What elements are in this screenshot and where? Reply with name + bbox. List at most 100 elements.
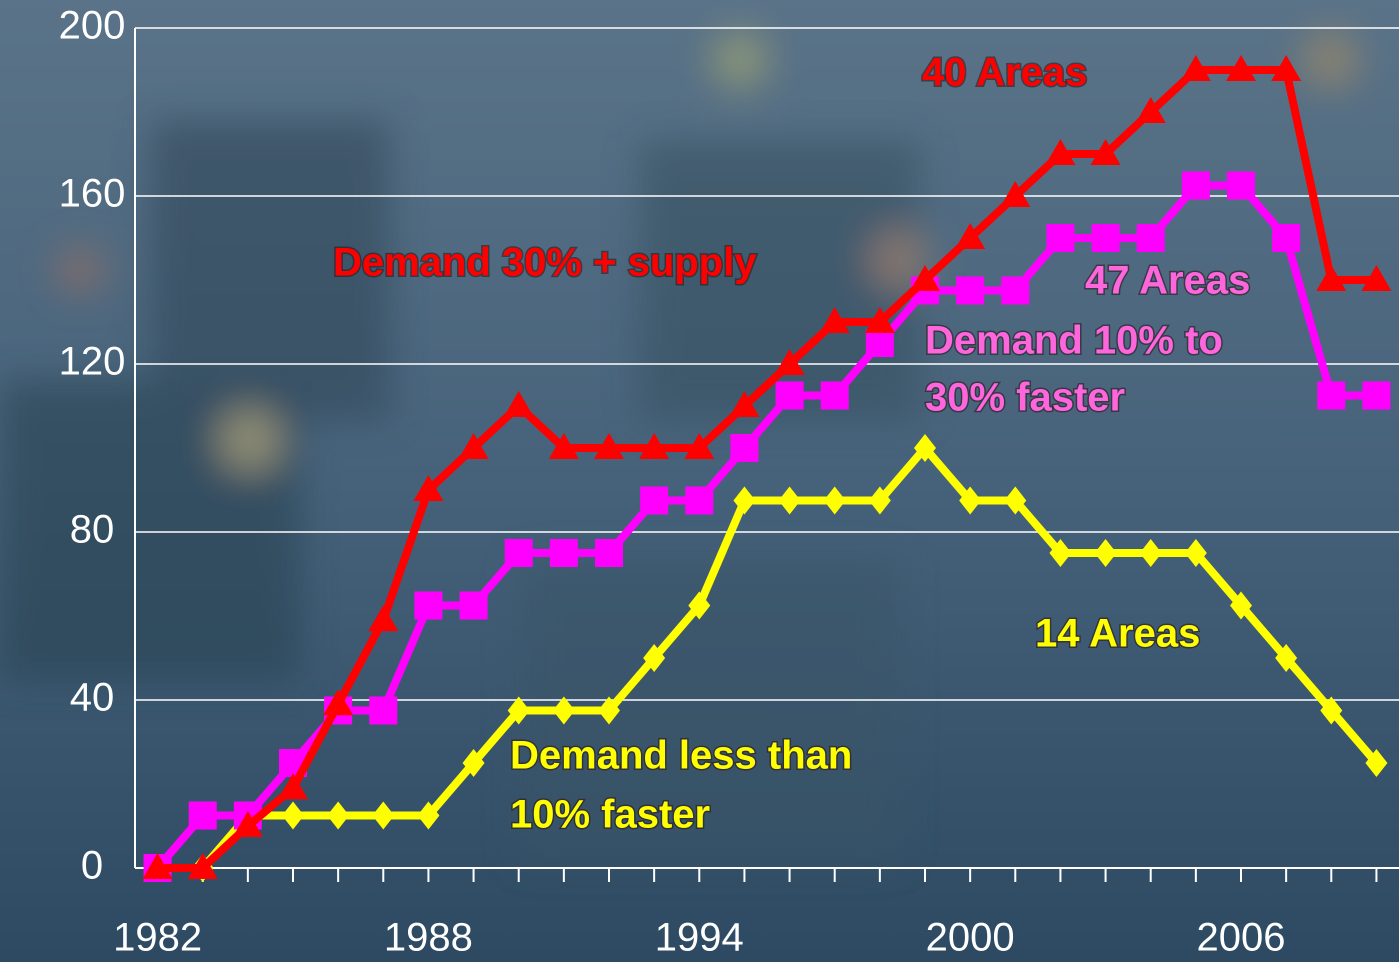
annotation: Demand 10% to — [925, 319, 1223, 363]
marker-square — [956, 276, 985, 305]
y-tick-label: 160 — [59, 172, 126, 216]
marker-diamond — [1275, 644, 1298, 672]
plot: 0 40 80 120 160 200 1982 1988 1994 2000 2006 40 Are… — [59, 4, 1399, 960]
marker-diamond — [327, 801, 350, 830]
marker-triangle — [1135, 97, 1166, 123]
marker-square — [1181, 171, 1210, 200]
marker-square — [188, 801, 217, 830]
annotation: 10% faster — [510, 793, 710, 837]
marker-square — [1227, 171, 1255, 200]
series-line — [157, 66, 1377, 872]
marker-square — [504, 539, 533, 567]
x-tick-label: 1982 — [113, 916, 202, 960]
y-tick-label: 120 — [59, 340, 126, 384]
marker-square — [1091, 224, 1120, 252]
marker-diamond — [1094, 539, 1117, 567]
series-label: 14 Areas — [1035, 612, 1200, 656]
marker-triangle — [232, 811, 263, 837]
marker-triangle — [458, 433, 489, 459]
marker-triangle — [1226, 55, 1256, 81]
y-tick-label: 0 — [81, 844, 103, 888]
y-tick-label: 40 — [70, 676, 115, 720]
marker-square — [865, 329, 894, 357]
marker-triangle — [910, 265, 940, 291]
marker-triangle — [1090, 139, 1121, 165]
marker-square — [685, 486, 714, 515]
marker-square — [1136, 224, 1165, 252]
marker-triangle — [278, 773, 308, 800]
annotation: 30% faster — [925, 376, 1125, 420]
marker-diamond — [1365, 749, 1388, 777]
marker-triangle — [1271, 55, 1302, 81]
marker-square — [1317, 381, 1346, 410]
annotation: Demand 30% + supply — [333, 241, 757, 285]
marker-diamond — [1320, 696, 1343, 725]
marker-square — [775, 381, 804, 410]
marker-triangle — [323, 689, 354, 716]
x-tick-label: 1994 — [655, 916, 744, 960]
marker-square — [1001, 276, 1030, 305]
series-label: 40 Areas — [922, 51, 1087, 95]
marker-triangle — [142, 853, 173, 879]
y-tick-label: 200 — [59, 4, 126, 48]
marker-triangle — [684, 433, 715, 459]
marker-diamond — [778, 486, 801, 515]
marker-diamond — [372, 801, 395, 830]
marker-triangle — [1361, 265, 1392, 291]
marker-diamond — [959, 486, 982, 515]
marker-diamond — [1230, 591, 1252, 620]
marker-triangle — [1045, 139, 1076, 165]
marker-triangle — [503, 391, 534, 417]
marker-diamond — [598, 696, 620, 725]
marker-diamond — [1004, 486, 1027, 515]
series-line — [157, 444, 1380, 872]
marker-square — [549, 539, 578, 567]
marker-triangle — [819, 307, 850, 333]
marker-triangle — [729, 391, 760, 417]
marker-triangle — [1316, 265, 1347, 291]
marker-square — [414, 591, 443, 620]
x-tick-label: 2006 — [1197, 916, 1286, 960]
marker-diamond — [1139, 539, 1162, 567]
x-tick-label: 1988 — [384, 916, 473, 960]
marker-triangle — [413, 475, 444, 501]
marker-square — [640, 486, 669, 515]
marker-square — [1362, 381, 1391, 410]
annotation: Demand less than — [510, 734, 852, 778]
marker-square — [595, 539, 623, 567]
marker-diamond — [507, 696, 530, 725]
marker-diamond — [733, 486, 756, 515]
marker-diamond — [823, 486, 846, 515]
marker-triangle — [1180, 55, 1211, 81]
x-tick-label: 2000 — [926, 916, 1015, 960]
marker-triangle — [639, 433, 670, 459]
marker-diamond — [1184, 539, 1207, 567]
marker-diamond — [643, 644, 666, 672]
marker-diamond — [868, 486, 891, 515]
marker-diamond — [282, 801, 304, 830]
marker-square — [730, 434, 759, 462]
marker-square — [1046, 224, 1075, 252]
series-label: 47 Areas — [1085, 259, 1250, 303]
marker-diamond — [1049, 539, 1072, 567]
marker-diamond — [688, 591, 711, 620]
marker-triangle — [864, 307, 895, 333]
marker-diamond — [552, 696, 575, 725]
marker-diamond — [914, 434, 936, 462]
marker-triangle — [774, 349, 805, 375]
marker-square — [820, 381, 849, 410]
marker-triangle — [594, 433, 624, 459]
marker-triangle — [1000, 181, 1031, 207]
marker-square — [369, 696, 398, 725]
marker-diamond — [417, 801, 440, 830]
marker-triangle — [955, 223, 986, 249]
marker-triangle — [548, 433, 579, 459]
marker-square — [459, 591, 488, 620]
y-tick-label: 80 — [70, 508, 115, 552]
marker-triangle — [187, 853, 218, 879]
marker-triangle — [368, 605, 399, 632]
marker-square — [1272, 224, 1301, 252]
marker-diamond — [462, 749, 485, 777]
series-line — [154, 181, 1377, 871]
